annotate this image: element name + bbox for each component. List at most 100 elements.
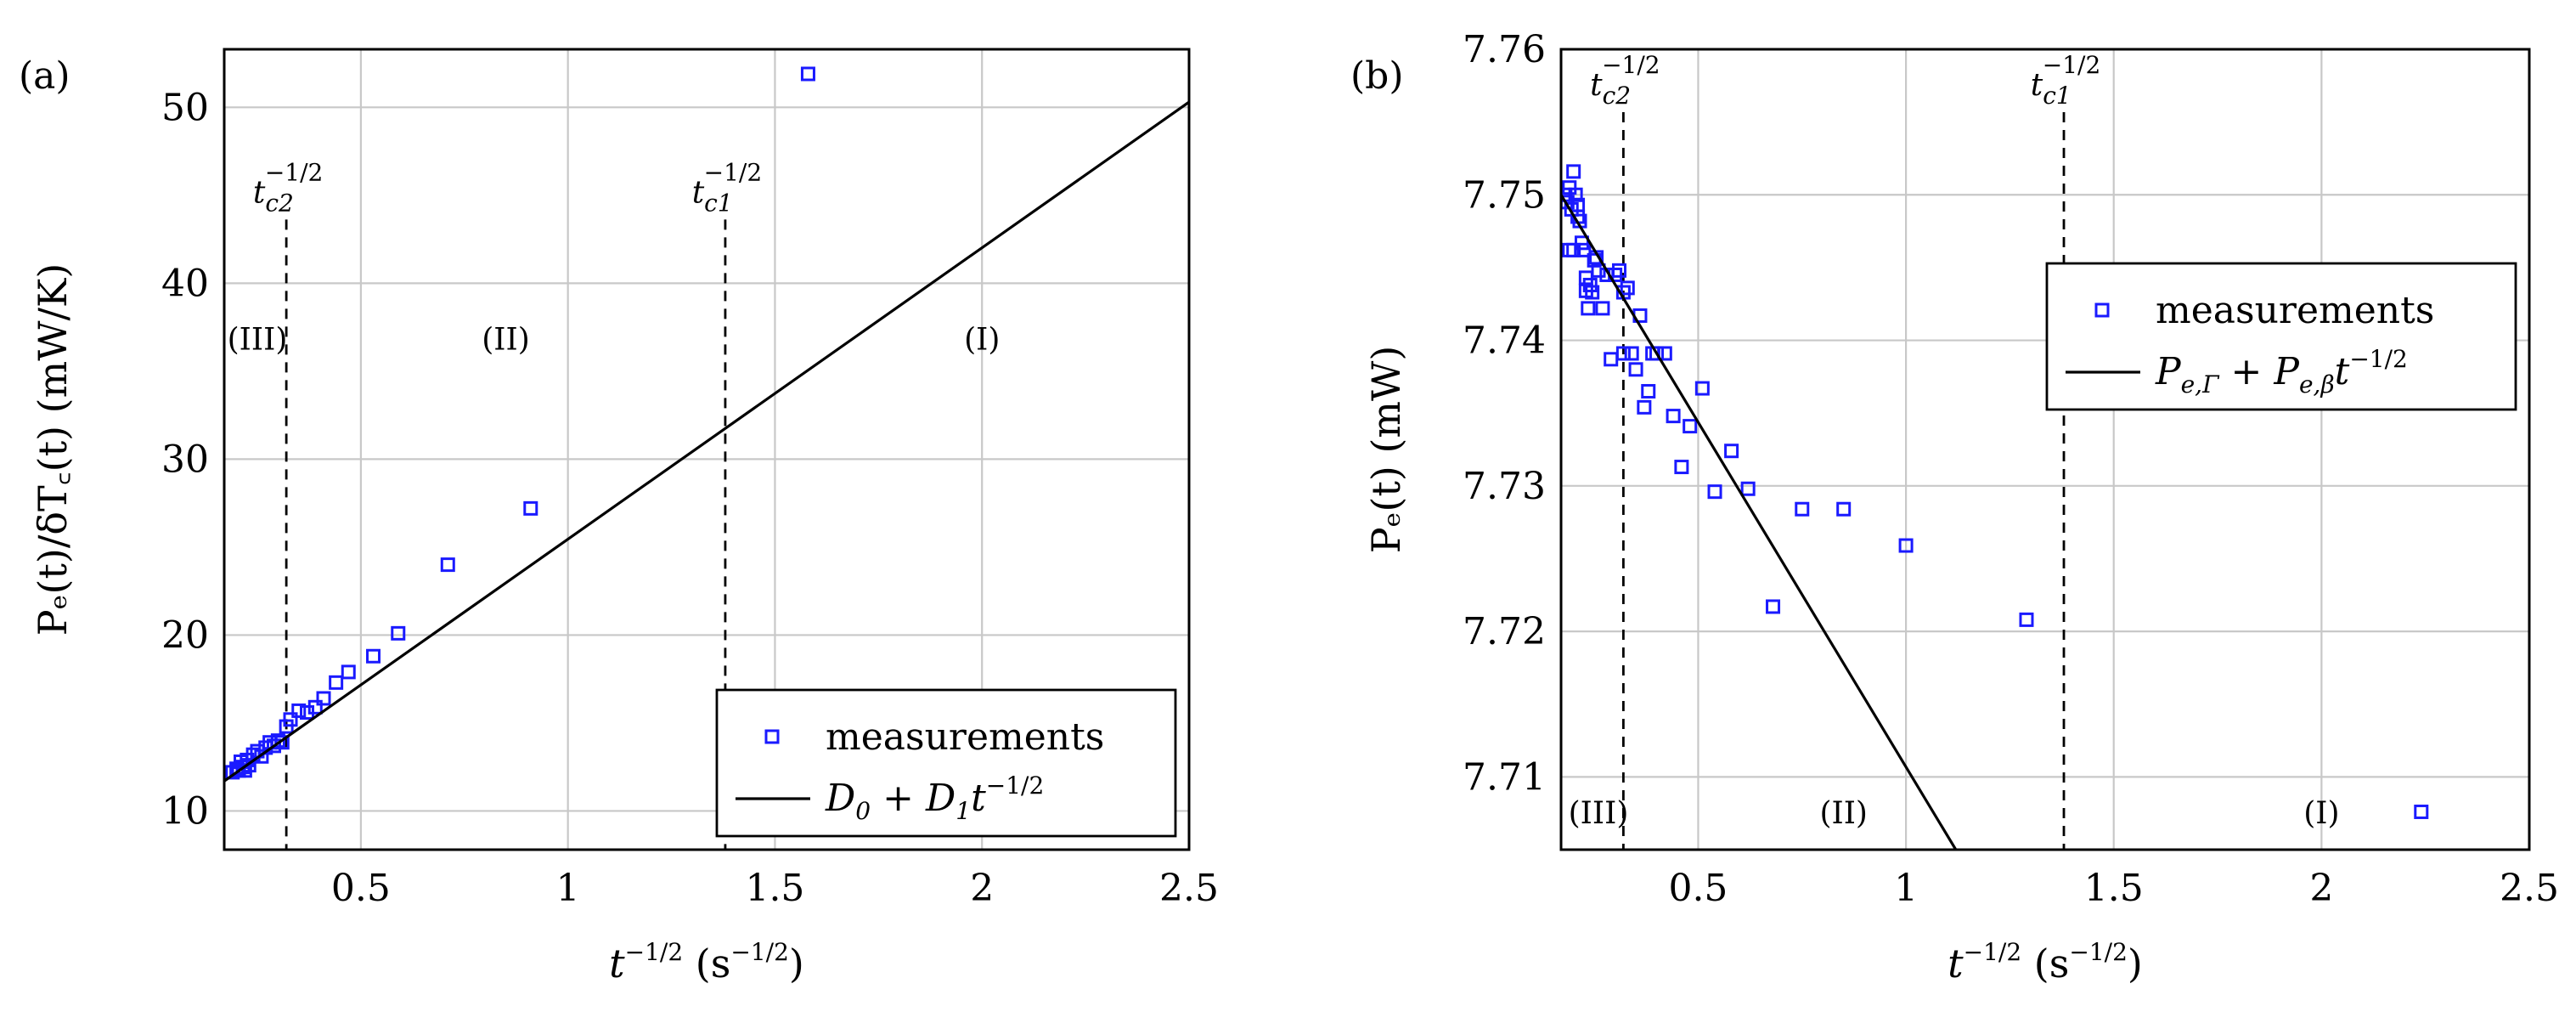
fit-line (1561, 194, 1958, 850)
data-point (1694, 381, 1710, 396)
threshold-label: tc1 −1/2 (2031, 51, 2101, 110)
fit-exp: −1/2 (2349, 345, 2408, 373)
threshold-label-sub: c2 (265, 189, 294, 217)
data-point (316, 691, 331, 706)
legend-label-fit: D0 + D1t−1/2 (825, 771, 1044, 825)
data-point (1570, 197, 1586, 212)
data-point (523, 500, 538, 516)
data-point (329, 675, 344, 690)
x-tick-label: 1.5 (2084, 867, 2144, 910)
data-layer (1561, 164, 2429, 850)
x-axis-label-unit: (s (683, 941, 730, 986)
fit-sub: e,β (2299, 370, 2335, 398)
axes-frame (1559, 48, 2531, 851)
x-tick-label: 0.5 (1668, 867, 1728, 910)
data-point (1615, 346, 1631, 361)
data-point (391, 625, 406, 641)
fit-term: P (2155, 350, 2182, 393)
threshold-label: tc2 −1/2 (1590, 51, 1660, 110)
data-point (254, 749, 269, 764)
x-tick-label: 2 (2309, 867, 2333, 910)
x-axis-label-exp: −1/2 (1964, 938, 2022, 966)
fit-sub: 1 (955, 797, 971, 825)
x-tick-label: 2 (970, 867, 994, 910)
threshold-label-sup: −1/2 (1602, 51, 1660, 79)
x-axis-label: t−1/2 (s−1/2) (609, 938, 804, 986)
x-axis-label-close: ) (789, 941, 804, 986)
threshold-label-sub: c2 (1603, 82, 1632, 110)
region-label: (II) (1819, 796, 1868, 831)
y-tick-label: 30 (161, 438, 209, 481)
fit-sub: e,Γ (2181, 370, 2220, 398)
threshold-label-sub: c1 (2043, 82, 2072, 110)
fit-term: t (971, 777, 986, 820)
data-point (800, 66, 815, 82)
legend-marker-square (764, 729, 780, 744)
region-label: (I) (964, 323, 1000, 358)
fit-line (224, 100, 1189, 783)
y-axis-label: Pₑ(t)/δT꜀(t) (mW/K) (30, 263, 76, 636)
region-label: (I) (2303, 796, 2339, 831)
data-point (1595, 301, 1610, 316)
data-point (1766, 599, 1781, 614)
data-point (1582, 277, 1598, 292)
data-point (274, 735, 290, 750)
y-tick-label: 20 (161, 613, 209, 657)
data-point (1683, 419, 1698, 434)
y-tick-label: 7.71 (1463, 755, 1546, 799)
data-point (1637, 399, 1652, 415)
fit-term: t (2335, 350, 2350, 393)
legend-box (715, 688, 1177, 838)
region-label: (II) (482, 323, 530, 358)
data-point (1624, 346, 1639, 361)
threshold-label-sup: −1/2 (2043, 51, 2101, 79)
y-tick-label: 7.73 (1463, 465, 1546, 508)
legend-box (2045, 262, 2517, 411)
chart-panel-0: 0.5 1 1.5 2 2.51020304050tc2−1/2tc1−1/2(III)… (19, 48, 1219, 986)
data-point (1604, 352, 1619, 367)
x-tick-label: 2.5 (1159, 867, 1219, 910)
data-point (1898, 538, 1914, 553)
data-point (440, 557, 455, 573)
x-tick-label: 1 (556, 867, 580, 910)
threshold-label-base: t (692, 175, 705, 210)
data-point (1620, 280, 1635, 296)
x-axis-label-base: t (609, 941, 625, 986)
y-tick-label: 40 (161, 262, 209, 305)
threshold-label-sub: c1 (704, 189, 733, 217)
x-axis-label-close: ) (2128, 941, 2143, 986)
data-point (1591, 263, 1606, 278)
data-point (1657, 346, 1672, 361)
data-point (1585, 285, 1600, 300)
x-axis-label-unit-exp: −1/2 (730, 938, 789, 966)
x-tick-label: 0.5 (331, 867, 391, 910)
threshold-label: tc2 −1/2 (253, 158, 324, 217)
data-point (1576, 242, 1592, 257)
axes-frame (223, 48, 1191, 851)
data-point (1649, 346, 1665, 361)
data-layer (224, 66, 1189, 783)
data-point (1562, 242, 1577, 257)
y-tick-label: 7.72 (1463, 610, 1546, 653)
data-point (341, 664, 356, 680)
data-point (366, 648, 381, 664)
legend: measurements Pe,Γ + Pe,βt−1/2 (2045, 262, 2517, 411)
legend-label-measurements: measurements (826, 715, 1104, 759)
chart-panel-1: 0.5 1 1.5 2 2.57.717.727.737.747.757.76tc2−1… (1350, 28, 2559, 986)
threshold-label-base: t (253, 175, 266, 210)
threshold-label-base: t (1590, 68, 1603, 103)
data-point (1836, 501, 1852, 517)
data-point (1611, 263, 1626, 278)
fit-term: D (825, 777, 855, 820)
data-point (2414, 804, 2429, 819)
y-tick-label: 7.76 (1463, 28, 1546, 71)
data-point (241, 758, 256, 773)
threshold-label-sup: −1/2 (704, 158, 763, 186)
data-point (2019, 612, 2034, 627)
legend-label-measurements: measurements (2156, 289, 2434, 332)
legend-marker-square (2094, 302, 2110, 318)
data-point (1566, 164, 1581, 179)
data-point (1724, 444, 1739, 459)
data-point (1581, 301, 1596, 316)
